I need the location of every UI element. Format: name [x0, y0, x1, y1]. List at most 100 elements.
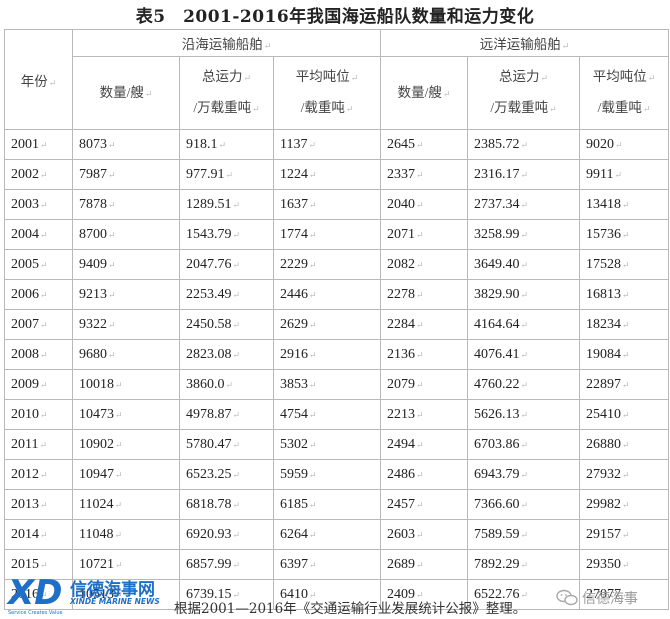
- cell-coastal-capacity: 5780.47↵: [179, 429, 274, 460]
- cell-ocean-avg: 27932↵: [579, 459, 670, 490]
- cell-coastal-capacity: 1289.51↵: [179, 189, 274, 220]
- wechat-icon: [556, 589, 578, 606]
- cell-coastal-capacity: 1543.79↵: [179, 219, 274, 250]
- cell-coastal-avg: 4754↵: [272, 399, 382, 430]
- cell-ocean-avg: 25410↵: [579, 399, 670, 430]
- cell-year: 2008↵: [4, 339, 73, 370]
- watermark-text: 信德海事: [582, 591, 638, 607]
- cell-ocean-avg: 9020↵: [579, 129, 670, 160]
- cell-coastal-avg: 6185↵: [272, 489, 382, 520]
- table-row: 2009↵ 10018↵ 3860.0↵ 3853↵ 2079↵ 4760.22↵ 2289…: [4, 369, 670, 400]
- cell-coastal-count: 11024↵: [72, 489, 180, 520]
- cell-ocean-count: 2645↵: [380, 129, 469, 160]
- cell-ocean-capacity: 2385.72↵: [467, 129, 581, 160]
- cell-coastal-count: 10018↵: [72, 369, 180, 400]
- cell-coastal-capacity: 977.91↵: [179, 159, 274, 190]
- cell-ocean-count: 2136↵: [380, 339, 469, 370]
- cell-coastal-count: 9213↵: [72, 279, 180, 310]
- header-coastal-count: 数量/艘↵: [72, 56, 180, 130]
- cell-ocean-capacity: 3829.90↵: [467, 279, 581, 310]
- cell-ocean-capacity: 4760.22↵: [467, 369, 581, 400]
- header-year: 年份↵: [4, 29, 73, 130]
- table-row: 2005↵ 9409↵ 2047.76↵ 2229↵ 2082↵ 3649.40↵ 1752…: [4, 249, 670, 280]
- cell-coastal-count: 9680↵: [72, 339, 180, 370]
- header-coastal-capacity: 总运力↵/万载重吨↵: [179, 56, 274, 130]
- table-row: 2008↵ 9680↵ 2823.08↵ 2916↵ 2136↵ 4076.41↵ 1908…: [4, 339, 670, 370]
- cell-year: 2014↵: [4, 519, 73, 550]
- cell-coastal-capacity: 6818.78↵: [179, 489, 274, 520]
- cell-coastal-count: 10721↵: [72, 549, 180, 580]
- header-coastal-avg: 平均吨位↵/载重吨↵: [272, 56, 382, 130]
- cell-ocean-avg: 18234↵: [579, 309, 670, 340]
- cell-ocean-avg: 19084↵: [579, 339, 670, 370]
- cell-ocean-count: 2457↵: [380, 489, 469, 520]
- cell-coastal-capacity: 6920.93↵: [179, 519, 274, 550]
- cell-ocean-avg: 9911↵: [579, 159, 670, 190]
- cell-coastal-count: 7987↵: [72, 159, 180, 190]
- table-row: 2001↵ 8073↵ 918.1↵ 1137↵ 2645↵ 2385.72↵ 9020↵: [4, 129, 670, 160]
- table-row: 2004↵ 8700↵ 1543.79↵ 1774↵ 2071↵ 3258.99↵ 1573…: [4, 219, 670, 250]
- cell-ocean-avg: 27077↵: [579, 579, 670, 610]
- cell-year: 2006↵: [4, 279, 73, 310]
- cell-ocean-count: 2040↵: [380, 189, 469, 220]
- cell-coastal-capacity: 2450.58↵: [179, 309, 274, 340]
- cell-year: 2015↵: [4, 549, 73, 580]
- source-note: 根据2001—2016年《交通运输行业发展统计公报》整理。: [174, 601, 527, 617]
- cell-coastal-count: 10902↵: [72, 429, 180, 460]
- cell-ocean-capacity: 5626.13↵: [467, 399, 581, 430]
- logo-name-en: XINDE MARINE NEWS: [70, 597, 160, 606]
- cell-ocean-avg: 22897↵: [579, 369, 670, 400]
- table-row: 2014↵ 11048↵ 6920.93↵ 6264↵ 2603↵ 7589.59↵ 291…: [4, 519, 670, 550]
- table-row: 2010↵ 10473↵ 4978.87↵ 4754↵ 2213↵ 5626.13↵ 254…: [4, 399, 670, 430]
- cell-coastal-count: 10513↵: [72, 579, 180, 610]
- cell-ocean-count: 2603↵: [380, 519, 469, 550]
- cell-coastal-avg: 1637↵: [272, 189, 382, 220]
- cell-ocean-count: 2284↵: [380, 309, 469, 340]
- cell-coastal-capacity: 6523.25↵: [179, 459, 274, 490]
- cell-coastal-capacity: 4978.87↵: [179, 399, 274, 430]
- cell-year: 2009↵: [4, 369, 73, 400]
- cell-ocean-capacity: 3258.99↵: [467, 219, 581, 250]
- cell-coastal-avg: 2446↵: [272, 279, 382, 310]
- cell-ocean-count: 2071↵: [380, 219, 469, 250]
- cell-coastal-count: 7878↵: [72, 189, 180, 220]
- cell-ocean-capacity: 4164.64↵: [467, 309, 581, 340]
- cell-ocean-capacity: 4076.41↵: [467, 339, 581, 370]
- header-ocean-capacity: 总运力↵/万载重吨↵: [467, 56, 581, 130]
- cell-ocean-capacity: 6703.86↵: [467, 429, 581, 460]
- cell-coastal-capacity: 3860.0↵: [179, 369, 274, 400]
- cell-ocean-avg: 29157↵: [579, 519, 670, 550]
- cell-year: 2003↵: [4, 189, 73, 220]
- table-row: 2006↵ 9213↵ 2253.49↵ 2446↵ 2278↵ 3829.90↵ 1681…: [4, 279, 670, 310]
- header-ocean-avg: 平均吨位↵/载重吨↵: [579, 56, 670, 130]
- cell-coastal-avg: 6410↵: [272, 579, 382, 610]
- cell-coastal-avg: 2629↵: [272, 309, 382, 340]
- watermark: 信德海事: [556, 587, 668, 611]
- cell-coastal-avg: 5302↵: [272, 429, 382, 460]
- cell-year: 2013↵: [4, 489, 73, 520]
- table-row: 2013↵ 11024↵ 6818.78↵ 6185↵ 2457↵ 7366.60↵ 299…: [4, 489, 670, 520]
- cell-coastal-avg: 6264↵: [272, 519, 382, 550]
- cell-coastal-count: 9322↵: [72, 309, 180, 340]
- cell-coastal-avg: 5959↵: [272, 459, 382, 490]
- cell-ocean-avg: 15736↵: [579, 219, 670, 250]
- cell-coastal-avg: 1774↵: [272, 219, 382, 250]
- cell-ocean-count: 2079↵: [380, 369, 469, 400]
- table-body: 2001↵ 8073↵ 918.1↵ 1137↵ 2645↵ 2385.72↵ 9020↵ 2…: [4, 129, 670, 610]
- table-title: 表5 2001-2016年我国海运船队数量和运力变化: [135, 7, 535, 27]
- cell-ocean-capacity: 7589.59↵: [467, 519, 581, 550]
- cell-ocean-capacity: 2737.34↵: [467, 189, 581, 220]
- cell-ocean-capacity: 2316.17↵: [467, 159, 581, 190]
- cell-ocean-count: 2082↵: [380, 249, 469, 280]
- cell-coastal-avg: 6397↵: [272, 549, 382, 580]
- cell-coastal-capacity: 2047.76↵: [179, 249, 274, 280]
- footer: XD 信德海事网 XINDE MARINE NEWS Service Creat…: [0, 571, 670, 619]
- cell-ocean-capacity: 6943.79↵: [467, 459, 581, 490]
- cell-coastal-count: 9409↵: [72, 249, 180, 280]
- cell-coastal-count: 11048↵: [72, 519, 180, 550]
- cell-year: 2001↵: [4, 129, 73, 160]
- cell-coastal-count: 10947↵: [72, 459, 180, 490]
- cell-year: 2002↵: [4, 159, 73, 190]
- fleet-table: 年份↵ 沿海运输船舶↵ 远洋运输船舶↵ 数量/艘↵ 总运力↵/万载重吨↵ 平均吨…: [4, 29, 670, 610]
- table-row: 2011↵ 10902↵ 5780.47↵ 5302↵ 2494↵ 6703.86↵ 268…: [4, 429, 670, 460]
